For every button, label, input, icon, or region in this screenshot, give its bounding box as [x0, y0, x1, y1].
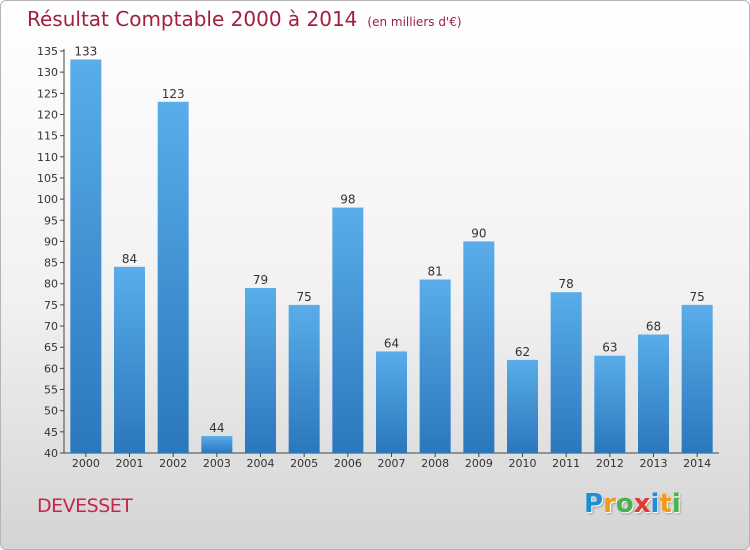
axes: 40 45 50 55 60 65 70 75 80 85 90 95 100 105 110 115 120 1… [37, 45, 719, 470]
bar-2002 [157, 101, 189, 454]
bar-2004 [245, 287, 276, 453]
logo-letter: o [615, 489, 634, 519]
value-label-2014: 75 [690, 290, 705, 304]
value-label-2013: 68 [646, 320, 661, 334]
value-label-2008: 81 [428, 265, 443, 279]
y-tick-label: 130 [37, 66, 58, 79]
x-tick-label-2006: 2006 [334, 457, 362, 470]
x-tick-label-2012: 2012 [596, 457, 624, 470]
x-tick-label-2001: 2001 [116, 457, 144, 470]
x-tick-label-2009: 2009 [465, 457, 493, 470]
value-label-2001: 84 [122, 252, 137, 266]
bar-2008 [419, 279, 451, 453]
bar-2005 [288, 304, 320, 453]
logo-letter: x [633, 489, 651, 519]
chart-title-text: Résultat Comptable 2000 à 2014 [27, 7, 358, 31]
y-tick-label: 100 [37, 193, 58, 206]
value-label-2006: 98 [340, 193, 355, 207]
value-label-2002: 123 [162, 87, 185, 101]
x-tick-label-2008: 2008 [421, 457, 449, 470]
x-tick-label-2014: 2014 [683, 457, 711, 470]
bar-2003 [201, 436, 233, 453]
value-label-2011: 78 [559, 277, 574, 291]
logo-letter: r [603, 489, 616, 519]
x-tick-label-2011: 2011 [552, 457, 580, 470]
chart-title: Résultat Comptable 2000 à 2014 (en millie… [27, 7, 462, 31]
location-name: DEVESSET [37, 495, 133, 517]
value-label-2009: 90 [471, 226, 486, 240]
y-tick-label: 50 [44, 405, 58, 418]
bar-2000 [70, 59, 102, 453]
y-tick-label: 55 [44, 384, 58, 397]
x-tick-label-2010: 2010 [509, 457, 537, 470]
y-tick-label: 75 [44, 299, 58, 312]
value-label-2004: 79 [253, 273, 268, 287]
y-tick-label: 135 [37, 45, 58, 58]
value-label-2010: 62 [515, 345, 530, 359]
logo-letter: i [671, 489, 681, 519]
chart-subtitle: (en milliers d'€) [367, 15, 462, 29]
bar-2009 [463, 241, 495, 453]
y-tick-label: 115 [37, 130, 58, 143]
logo-letter: t [659, 489, 672, 519]
bar-2013 [638, 334, 669, 453]
y-tick-label: 65 [44, 341, 58, 354]
y-tick-label: 110 [37, 151, 58, 164]
y-tick-label: 85 [44, 257, 58, 270]
bar-2006 [332, 207, 364, 453]
y-tick-label: 120 [37, 108, 58, 121]
x-tick-label-2002: 2002 [159, 457, 187, 470]
value-label-2005: 75 [297, 290, 312, 304]
y-tick-label: 40 [44, 447, 58, 460]
value-label-2000: 133 [74, 44, 97, 58]
y-tick-label: 80 [44, 278, 58, 291]
y-tick-label: 45 [44, 426, 58, 439]
value-label-2007: 64 [384, 336, 399, 350]
bar-2001 [114, 266, 145, 453]
logo-letter: P [584, 489, 604, 519]
y-tick-label: 90 [44, 235, 58, 248]
y-tick-label: 105 [37, 172, 58, 185]
y-tick-label: 95 [44, 214, 58, 227]
x-tick-label-2003: 2003 [203, 457, 231, 470]
y-tick-label: 70 [44, 320, 58, 333]
bars: 133 84 123 44 79 75 98 64 81 90 62 78 63 68 75 [70, 44, 713, 454]
x-tick-label-2007: 2007 [378, 457, 406, 470]
x-tick-label-2013: 2013 [640, 457, 668, 470]
bar-2014 [681, 304, 713, 453]
x-tick-label-2004: 2004 [247, 457, 275, 470]
bar-2010 [507, 359, 538, 453]
value-label-2003: 44 [209, 421, 224, 435]
bar-2007 [376, 351, 407, 453]
x-tick-label-2000: 2000 [72, 457, 100, 470]
y-tick-label: 125 [37, 87, 58, 100]
value-label-2012: 63 [602, 341, 617, 355]
x-tick-label-2005: 2005 [290, 457, 318, 470]
proxiti-logo: Proxiti [584, 489, 681, 519]
y-tick-label: 60 [44, 362, 58, 375]
logo-letter: i [650, 489, 660, 519]
bar-2012 [594, 355, 626, 453]
bar-2011 [550, 292, 582, 453]
